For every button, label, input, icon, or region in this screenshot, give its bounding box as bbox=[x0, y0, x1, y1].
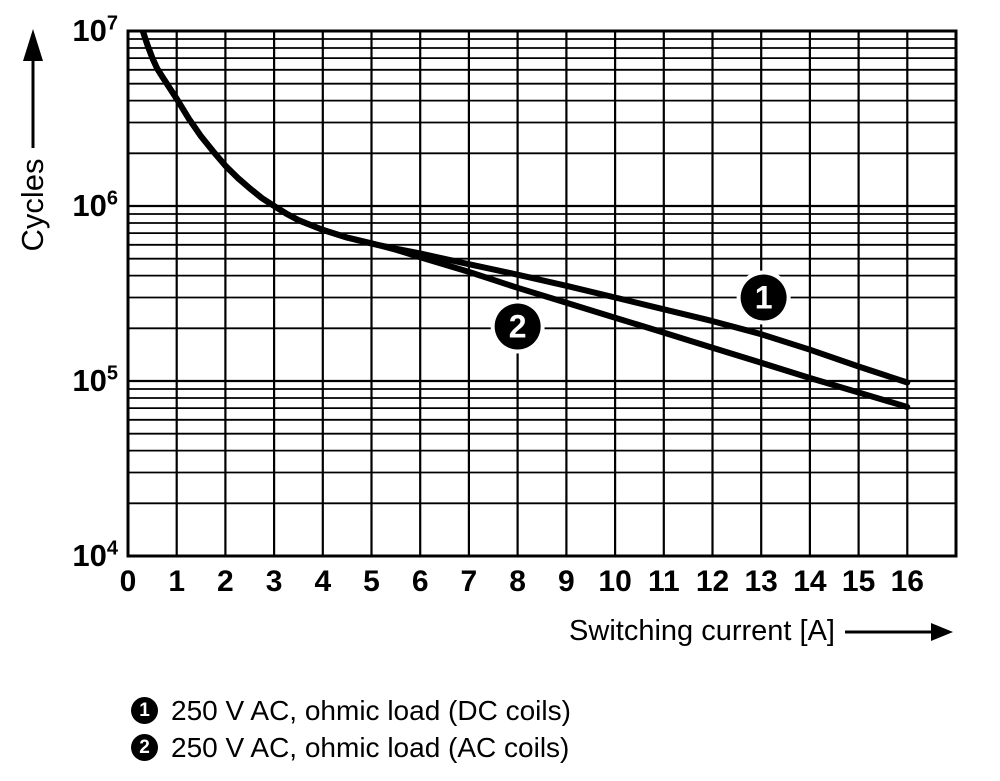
legend-label-2: 250 V AC, ohmic load (AC coils) bbox=[171, 732, 570, 763]
legend-item-2: 2 250 V AC, ohmic load (AC coils) bbox=[131, 731, 571, 764]
marker-number-2: 2 bbox=[509, 308, 527, 344]
x-tick-label-3: 3 bbox=[266, 565, 283, 598]
legend-item-1: 1 250 V AC, ohmic load (DC coils) bbox=[131, 694, 571, 727]
x-tick-labels: 0 1 2 3 4 5 6 7 8 9 10 11 12 13 14 15 16 bbox=[120, 565, 924, 598]
y-tick-1e4: 104 bbox=[30, 538, 118, 574]
x-tick-label-2: 2 bbox=[217, 565, 234, 598]
y-tick-base: 10 bbox=[72, 538, 107, 573]
legend-symbol-2-icon: 2 bbox=[131, 734, 158, 761]
x-tick-label-15: 15 bbox=[842, 565, 875, 598]
y-axis-title: Cycles bbox=[15, 158, 50, 252]
y-tick-exp: 7 bbox=[106, 12, 118, 35]
y-tick-base: 10 bbox=[72, 363, 107, 398]
marker-circle-2 bbox=[494, 303, 541, 350]
x-tick-label-4: 4 bbox=[314, 565, 331, 598]
legend: 1 250 V AC, ohmic load (DC coils) 2 250 … bbox=[131, 694, 571, 764]
x-tick-label-16: 16 bbox=[891, 565, 924, 598]
y-tick-exp: 5 bbox=[106, 362, 118, 385]
curve-markers: 12 bbox=[490, 270, 791, 354]
curves bbox=[139, 31, 911, 410]
y-tick-1e6: 106 bbox=[30, 188, 118, 224]
x-tick-label-10: 10 bbox=[598, 565, 631, 598]
curve-2 bbox=[139, 31, 911, 410]
legend-label-1: 250 V AC, ohmic load (DC coils) bbox=[171, 695, 571, 726]
x-axis-title: Switching current [A] bbox=[569, 615, 835, 647]
x-tick-label-6: 6 bbox=[412, 565, 429, 598]
y-tick-exp: 6 bbox=[106, 187, 118, 210]
x-axis-arrow-icon bbox=[845, 623, 953, 641]
y-tick-base: 10 bbox=[72, 13, 107, 48]
x-tick-label-9: 9 bbox=[558, 565, 575, 598]
x-tick-label-11: 11 bbox=[648, 565, 680, 598]
x-tick-label-1: 1 bbox=[168, 565, 185, 598]
marker-number-1: 1 bbox=[755, 280, 773, 316]
x-tick-label-5: 5 bbox=[363, 565, 380, 598]
y-tick-exp: 4 bbox=[106, 537, 118, 560]
y-tick-1e7: 107 bbox=[30, 13, 118, 49]
y-tick-base: 10 bbox=[72, 188, 107, 223]
legend-symbol-1-icon: 1 bbox=[131, 697, 158, 724]
x-tick-label-0: 0 bbox=[120, 565, 137, 598]
y-axis-arrow-icon bbox=[23, 29, 43, 148]
x-tick-label-12: 12 bbox=[696, 565, 729, 598]
x-tick-label-7: 7 bbox=[461, 565, 478, 598]
x-tick-label-13: 13 bbox=[745, 565, 778, 598]
plot-frame bbox=[126, 29, 958, 558]
x-tick-label-14: 14 bbox=[793, 565, 827, 598]
y-tick-1e5: 105 bbox=[30, 363, 118, 399]
x-tick-label-8: 8 bbox=[509, 565, 526, 598]
marker-circle-1 bbox=[740, 274, 787, 321]
